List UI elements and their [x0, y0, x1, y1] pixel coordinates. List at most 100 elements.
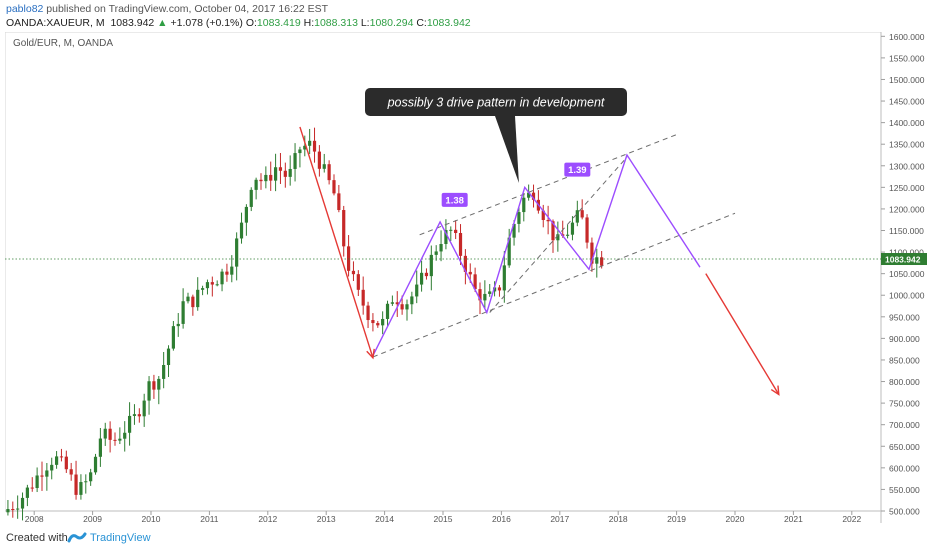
candle-body: [463, 255, 467, 272]
y-tick-label: 1600.000: [889, 32, 925, 42]
candle-body: [346, 246, 351, 271]
candle-body: [390, 302, 394, 304]
candle-body: [575, 210, 579, 223]
symbol-label: OANDA:XAUEUR, M: [6, 17, 105, 29]
y-tick-label: 1050.000: [889, 269, 925, 279]
candle-body: [79, 482, 83, 495]
candle-body: [191, 296, 195, 308]
red-arrow-line: [299, 126, 374, 359]
y-tick-label: 950.000: [889, 312, 920, 322]
candle-body: [454, 229, 458, 234]
author-link[interactable]: pablo82: [6, 3, 44, 15]
candle-body: [405, 304, 409, 310]
y-tick-label: 1300.000: [889, 161, 925, 171]
x-tick-label: 2009: [83, 514, 102, 523]
y-tick-label: 800.000: [889, 377, 920, 387]
low-label: L:: [360, 17, 370, 29]
y-tick-label: 1400.000: [889, 118, 925, 128]
x-tick-label: 2022: [842, 514, 861, 523]
candle-body: [312, 140, 317, 152]
channel-line: [372, 212, 736, 358]
candle-body: [590, 242, 594, 264]
y-tick-label: 650.000: [889, 442, 920, 452]
x-tick-label: 2008: [25, 514, 44, 523]
candle-body: [25, 487, 29, 498]
y-tick-label: 600.000: [889, 463, 920, 473]
price-chart[interactable]: Gold/EUR, M, OANDA 1600.000 1550.000 1500.0…: [4, 31, 927, 524]
ratio-label: 1.38: [445, 195, 464, 206]
last-price-tag: [881, 253, 927, 266]
y-tick-label: 1350.000: [889, 140, 925, 150]
candle-body: [556, 234, 560, 241]
chart-container[interactable]: Gold/EUR, M, OANDA 1600.000 1550.000 1500.0…: [4, 31, 927, 524]
last-price-tag-label: 1083.942: [885, 255, 921, 265]
tradingview-brand[interactable]: TradingView: [90, 532, 151, 544]
candle-body: [113, 439, 117, 441]
x-tick-label: 2018: [609, 514, 628, 523]
candle-body: [176, 323, 180, 327]
publish-text: published on TradingView.com, October 04…: [43, 3, 329, 15]
candle-body: [269, 174, 273, 181]
x-tick-label: 2015: [434, 514, 453, 523]
y-tick-label: 1450.000: [889, 97, 925, 107]
candle-body: [59, 456, 64, 458]
candle-body: [166, 348, 171, 365]
candle-body: [541, 210, 545, 220]
candle-body: [424, 272, 429, 277]
candle-body: [483, 293, 487, 301]
high-value: 1088.313: [314, 17, 358, 29]
candle-body: [317, 151, 321, 169]
close-label: C:: [416, 17, 427, 29]
candle-body: [123, 432, 127, 439]
candle-body: [89, 472, 93, 482]
candle-body: [458, 233, 463, 256]
candle-body: [595, 257, 599, 264]
footer: Created with TradingView: [0, 528, 932, 550]
candle-body: [181, 301, 185, 324]
candle-body: [298, 149, 302, 154]
candle-body: [580, 210, 584, 218]
candle-body: [210, 282, 214, 285]
candle-body: [54, 456, 59, 465]
candle-body: [196, 289, 200, 308]
x-tick-label: 2011: [200, 514, 219, 523]
ohlc-legend: OANDA:XAUEUR, M 1083.942 ▲ +1.078 (+0.1%…: [6, 17, 471, 29]
x-tick-label: 2020: [726, 514, 745, 523]
candle-body: [157, 378, 161, 390]
candle-body: [278, 167, 283, 171]
candle-body: [225, 271, 229, 275]
tradingview-logo-icon[interactable]: [67, 531, 87, 545]
red-arrow-head-icon: [770, 385, 780, 396]
candle-body: [40, 475, 44, 477]
candle-body: [6, 508, 10, 513]
candle-body: [400, 304, 404, 310]
candle-body: [381, 318, 385, 326]
candle-body: [293, 153, 297, 169]
candle-body: [132, 414, 137, 416]
ratio-label: 1.39: [568, 165, 587, 176]
candle-body: [215, 284, 219, 286]
y-tick-label: 900.000: [889, 334, 920, 344]
candle-body: [488, 291, 492, 294]
candle-body: [103, 428, 107, 439]
candle-body: [385, 303, 390, 319]
candle-body: [351, 270, 356, 275]
candle-body: [162, 364, 166, 379]
open-value: 1083.419: [256, 17, 301, 29]
candle-body: [342, 210, 346, 247]
candle-body: [531, 192, 536, 200]
y-tick-label: 1100.000: [889, 248, 924, 258]
candle-body: [502, 265, 506, 291]
y-tick-label: 1150.000: [889, 226, 924, 236]
candle-body: [527, 192, 531, 198]
candle-body: [254, 179, 258, 190]
y-tick-label: 750.000: [889, 399, 920, 409]
x-tick-label: 2010: [142, 514, 161, 523]
candle-body: [497, 287, 502, 291]
y-tick-label: 550.000: [889, 485, 920, 495]
candle-body: [395, 302, 399, 305]
candle-body: [147, 381, 151, 401]
y-tick-label: 500.000: [889, 507, 920, 517]
red-arrow-head-icon: [366, 348, 375, 360]
candle-body: [327, 164, 331, 181]
